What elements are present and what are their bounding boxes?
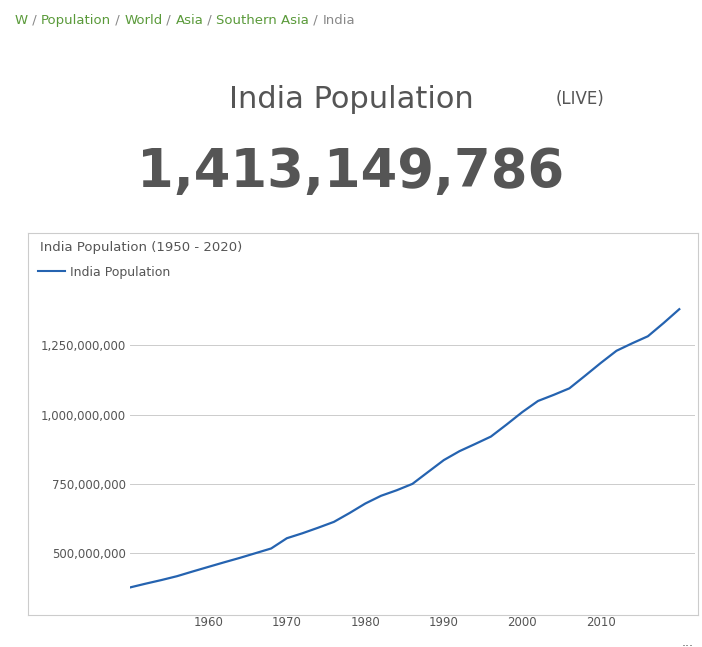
- Text: Asia: Asia: [176, 14, 204, 27]
- Text: /: /: [28, 14, 41, 27]
- Text: India Population: India Population: [229, 85, 473, 114]
- Text: India Population (1950 - 2020): India Population (1950 - 2020): [40, 241, 242, 254]
- Text: (LIVE): (LIVE): [556, 90, 604, 108]
- Text: Southern Asia: Southern Asia: [216, 14, 310, 27]
- Text: /: /: [111, 14, 124, 27]
- Text: World: World: [124, 14, 162, 27]
- Text: India: India: [322, 14, 355, 27]
- Text: 1,413,149,786: 1,413,149,786: [138, 146, 564, 198]
- Text: /: /: [204, 14, 216, 27]
- Text: ...: ...: [681, 637, 693, 647]
- Text: /: /: [162, 14, 176, 27]
- Text: /: /: [310, 14, 322, 27]
- Text: India Population: India Population: [70, 266, 171, 280]
- Text: W: W: [15, 14, 28, 27]
- Text: Population: Population: [41, 14, 111, 27]
